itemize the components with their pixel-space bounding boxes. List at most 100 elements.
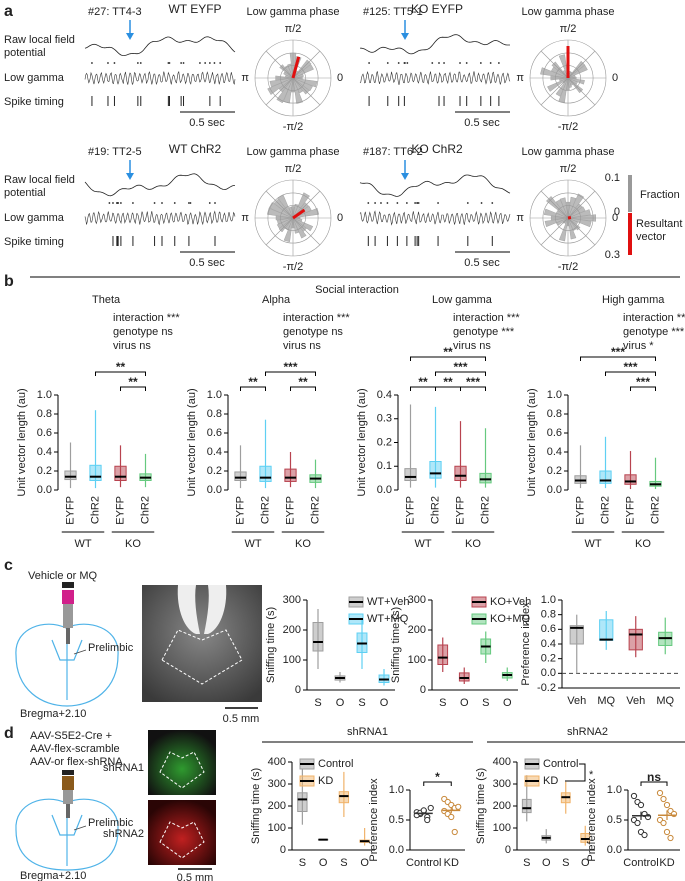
group-title: KO ChR2 (411, 142, 463, 156)
x-tick-label: EYFP (284, 496, 296, 525)
spike-dot (417, 202, 420, 204)
significance-label: *** (283, 360, 297, 374)
polar-title: Low gamma phase (247, 146, 340, 158)
chart-title: Low gamma (432, 294, 493, 306)
spike-dot (153, 202, 156, 204)
y-tick-label: 0.2 (377, 436, 392, 448)
spike-dot (416, 202, 419, 204)
x-tick-label: MQ (656, 695, 674, 707)
y-axis-label: Preference index (368, 778, 380, 862)
spike-dot (120, 202, 122, 204)
data-point (667, 834, 674, 842)
y-axis-label: Sniffing time (s) (390, 607, 402, 683)
spike-dot (438, 62, 440, 64)
spike-dot (136, 62, 139, 64)
injection-label: AAV-or flex-shRNA (30, 756, 123, 768)
y-axis-label: Sniffing time (s) (265, 607, 277, 683)
data-point (634, 819, 641, 827)
box (458, 672, 470, 682)
y-tick-label: 0.5 (389, 814, 404, 826)
data-point (448, 813, 455, 821)
significance-label: ** (128, 375, 138, 389)
spike-dot (112, 202, 114, 204)
raw-lfp-trace (359, 34, 510, 55)
y-tick-label: 100 (408, 654, 426, 666)
significance-label: *** (636, 375, 650, 389)
box (297, 792, 308, 812)
x-tick-label: Veh (626, 695, 645, 707)
significance-label: *** (453, 360, 467, 374)
spike-dot (199, 62, 201, 64)
spike-dot (489, 62, 492, 64)
injection-label: AAV-flex-scramble (30, 743, 120, 755)
spike-dot (161, 202, 163, 204)
y-tick-label: 1.0 (37, 389, 52, 401)
x-tick-label: O (360, 857, 369, 869)
significance-bracket (580, 356, 656, 361)
significance-label: * (589, 769, 594, 781)
phase-bin (292, 217, 314, 232)
box (312, 622, 324, 652)
box (624, 474, 637, 485)
panel-label: d (4, 725, 14, 742)
y-tick-label: 200 (493, 800, 511, 812)
significance-bracket (605, 371, 656, 376)
y-tick-label: 0.6 (37, 427, 52, 439)
y-tick-label: 0.4 (37, 446, 52, 458)
y-tick-label: 0.8 (37, 408, 52, 420)
polar-title: Low gamma phase (522, 146, 615, 158)
spike-dot (168, 62, 171, 64)
box (599, 619, 614, 641)
significance-bracket (95, 371, 146, 376)
stat-annotation: interaction *** (453, 312, 520, 324)
injection-label: AAV-S5E2-Cre + (30, 730, 112, 742)
x-tick-label: EYFP (574, 496, 586, 525)
region-label: Prelimbic (88, 817, 134, 829)
scale-label: 0.5 sec (464, 257, 500, 269)
x-tick-label: S (523, 857, 530, 869)
y-tick-label: 0.8 (207, 408, 222, 420)
spike-dot (386, 62, 389, 64)
significance-bracket (265, 371, 316, 376)
significance-bracket (435, 371, 486, 376)
syringe-d (62, 770, 74, 818)
y-tick-label: 100 (283, 654, 301, 666)
polar-label: -π/2 (283, 121, 303, 133)
stat-annotation: interaction *** (113, 312, 180, 324)
stat-annotation: genotype ns (113, 326, 173, 338)
phase-bin (292, 217, 303, 222)
y-tick-label: 0.8 (541, 609, 556, 621)
spike-dot (443, 62, 445, 64)
significance-bracket (423, 781, 452, 786)
y-tick-label: 0 (505, 844, 511, 856)
polar-label: 0 (337, 72, 343, 84)
box (64, 470, 77, 481)
significance-label: ns (647, 770, 661, 784)
row-label: Spike timing (4, 96, 64, 108)
spike-dot (479, 62, 482, 64)
y-axis-label: Unit vector length (au) (356, 388, 368, 496)
image-label: shRNA2 (103, 828, 144, 840)
unit-id: #125: TT5-1 (363, 6, 423, 18)
spike-dot (380, 202, 382, 204)
x-tick-label: O (380, 697, 389, 709)
significance-label: ** (418, 375, 428, 389)
box (599, 470, 612, 484)
y-tick-label: 400 (268, 756, 286, 768)
data-point (637, 801, 645, 809)
box (404, 468, 417, 481)
box (89, 464, 102, 481)
polar-label: π/2 (560, 163, 577, 175)
polar-label: 0 (612, 72, 618, 84)
legend-tick: 0.1 (605, 172, 620, 184)
polar-label: -π/2 (558, 261, 578, 273)
group-title: WT ChR2 (169, 142, 222, 156)
x-tick-label: S (358, 697, 365, 709)
raw-lfp-trace (84, 36, 236, 57)
box (284, 468, 297, 482)
spike-dot (367, 202, 370, 204)
spike-dot (368, 62, 370, 64)
legend-label: Resultant vector (636, 218, 683, 243)
legend-label: WT+Veh (367, 596, 410, 608)
